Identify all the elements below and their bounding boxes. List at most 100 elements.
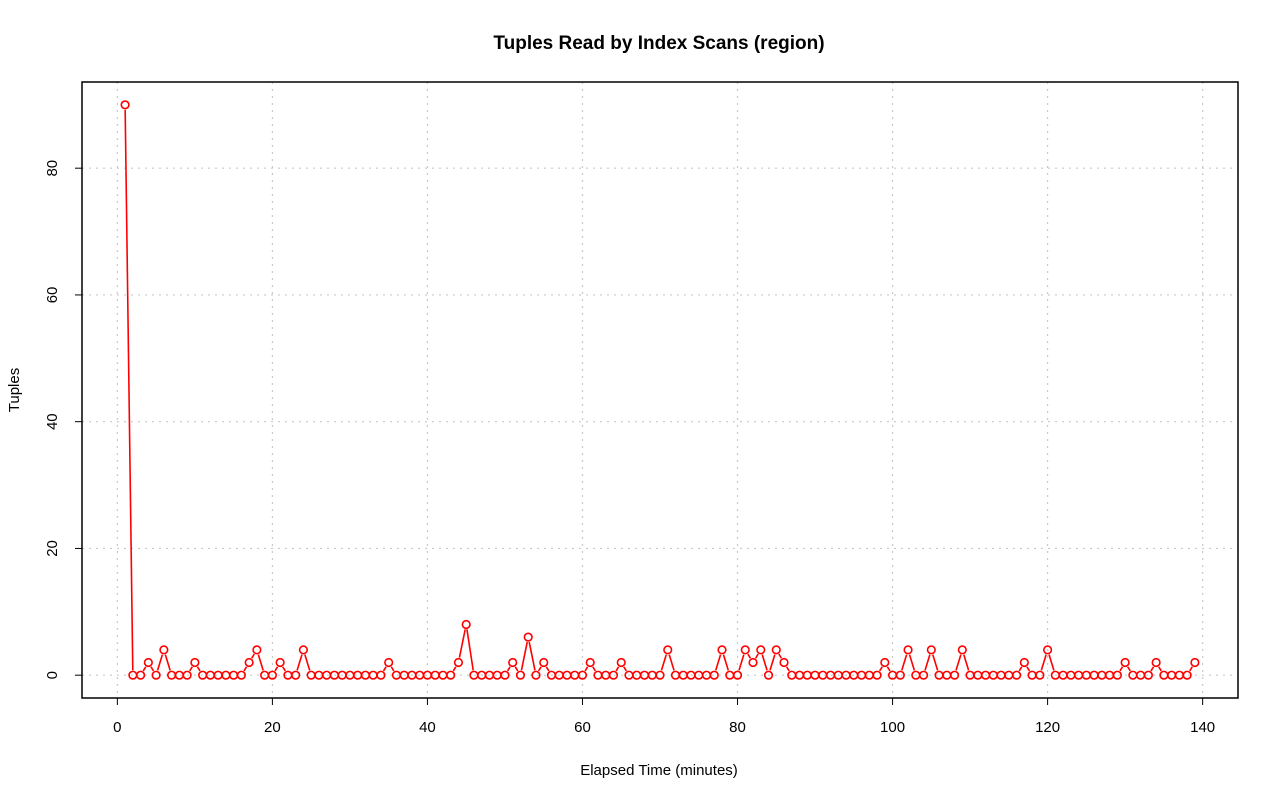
data-point (996, 670, 1006, 680)
series-segment (668, 654, 675, 671)
data-point (391, 670, 402, 680)
data-point (856, 670, 867, 680)
data-point (949, 670, 960, 680)
data-point (748, 657, 758, 668)
data-point (446, 670, 456, 680)
series-segment (623, 666, 628, 672)
data-point (143, 657, 153, 668)
series-segment (458, 629, 466, 658)
series-segment (1127, 666, 1131, 672)
data-point (957, 645, 967, 655)
series-segment (156, 654, 164, 671)
series-segment (382, 666, 387, 672)
data-point (779, 657, 789, 668)
x-tick-label: 60 (574, 719, 591, 736)
plot-frame (81, 81, 1239, 699)
data-point (1190, 657, 1200, 668)
data-point (756, 645, 766, 655)
data-point (880, 657, 890, 668)
series-segment (545, 666, 550, 672)
data-point (244, 657, 254, 668)
data-point (1120, 657, 1130, 668)
data-point (825, 670, 836, 680)
data-point (709, 670, 719, 680)
series-segment (1026, 666, 1031, 672)
data-point (1035, 670, 1045, 680)
data-point (492, 670, 502, 680)
data-point (608, 670, 619, 680)
series-segment (754, 653, 759, 659)
data-point (1074, 670, 1084, 680)
series-segment (189, 666, 193, 672)
data-point (973, 670, 983, 680)
data-point (515, 670, 526, 680)
data-point (120, 100, 130, 110)
series-segment (901, 654, 908, 671)
series-segment (908, 654, 916, 671)
series-segment (761, 654, 768, 671)
data-point (1143, 670, 1153, 680)
x-axis: 0 20 40 60 80 100 120 140 (113, 697, 1215, 736)
series-segment (196, 666, 201, 672)
x-tick-label: 100 (880, 719, 905, 736)
series-segment (520, 641, 528, 671)
series-segment (537, 666, 542, 672)
y-tick-label: 0 (44, 671, 61, 679)
series-segment (738, 654, 745, 671)
data-point (275, 657, 285, 668)
data-point (1043, 645, 1053, 655)
series-segment (142, 666, 147, 672)
series-segment (1018, 666, 1023, 672)
data-point (763, 670, 774, 680)
data-point (190, 657, 200, 668)
series-segment (1150, 666, 1155, 672)
data-point (182, 670, 192, 680)
series-segment (514, 666, 519, 672)
y-tick-label: 40 (44, 413, 61, 430)
data-point (205, 670, 215, 680)
data-point (174, 670, 184, 680)
data-point (291, 670, 301, 680)
series-segment (955, 654, 962, 671)
series-segment (296, 654, 303, 671)
series-segment (778, 653, 783, 659)
series-segment (722, 654, 730, 671)
data-point (159, 645, 169, 655)
series-segment (785, 666, 790, 672)
data-point (531, 670, 541, 680)
data-point (926, 645, 936, 655)
data-point (1151, 657, 1161, 668)
data-point (500, 670, 510, 680)
y-axis-label: Tuples (6, 368, 23, 412)
data-point (655, 670, 665, 680)
data-point (453, 657, 464, 668)
series-segment (1119, 666, 1124, 672)
series-segment (1189, 666, 1193, 672)
series-segment (878, 666, 883, 672)
series-segment (660, 654, 668, 671)
data-point (298, 645, 309, 655)
series-segment (257, 654, 264, 671)
series-segment (615, 666, 620, 672)
series-segment (714, 654, 722, 671)
data-point (740, 645, 750, 655)
x-tick-label: 140 (1190, 719, 1215, 736)
series-segment (124, 109, 134, 671)
series-segment (390, 666, 395, 672)
series-segment (886, 666, 891, 672)
data-point (1019, 657, 1029, 668)
series-segment (528, 641, 536, 671)
data-point (151, 670, 161, 680)
series-segment (1040, 654, 1047, 671)
series-segment (506, 666, 511, 672)
data-point (616, 657, 626, 668)
x-tick-label: 40 (419, 719, 436, 736)
data-point (384, 657, 394, 668)
data-point (376, 670, 386, 680)
series-segment (452, 666, 457, 672)
data-point (732, 670, 743, 680)
x-axis-label: Elapsed Time (minutes) (580, 762, 738, 779)
data-point (508, 657, 518, 668)
series-line (120, 100, 1200, 680)
